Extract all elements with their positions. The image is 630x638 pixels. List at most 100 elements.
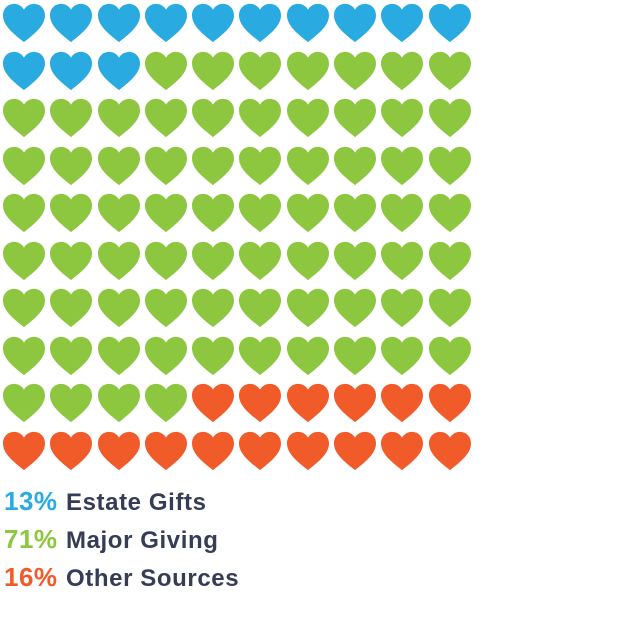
heart-icon [97,3,145,51]
heart-icon [428,336,476,384]
heart-icon [50,193,97,241]
heart-icon [286,51,334,99]
heart-icon [97,98,145,146]
heart-icon [144,3,192,51]
heart-icon [192,98,239,146]
heart-icon [381,288,428,336]
heart-icon [97,241,145,289]
heart-icon [97,193,145,241]
heart-icon [239,193,286,241]
legend-label: Estate Gifts [66,489,207,516]
heart-icon [286,193,334,241]
heart-icon [144,241,192,289]
heart-icon [286,3,334,51]
legend-label: Other Sources [66,565,240,592]
heart-icon [286,146,334,194]
heart-icon [3,336,50,384]
heart-icon [428,431,476,479]
heart-icon [50,146,97,194]
heart-icon [97,336,145,384]
heart-icon [428,3,476,51]
heart-icon [428,383,476,431]
heart-icon [334,193,381,241]
legend-percent: 71% [4,524,58,554]
heart-icon [3,3,50,51]
heart-icon [97,146,145,194]
heart-icon [286,241,334,289]
heart-icon [50,336,97,384]
heart-icon [239,336,286,384]
heart-icon [50,98,97,146]
heart-icon [192,336,239,384]
heart-icon [144,383,192,431]
heart-icon [286,98,334,146]
heart-icon [286,431,334,479]
heart-icon [192,241,239,289]
heart-icon [428,146,476,194]
heart-icon [50,241,97,289]
heart-icon [3,51,50,99]
heart-icon [381,146,428,194]
heart-icon [3,98,50,146]
heart-icon [428,98,476,146]
heart-icon [192,51,239,99]
heart-icon [334,51,381,99]
heart-icon [3,383,50,431]
heart-icon [144,51,192,99]
heart-icon [381,98,428,146]
heart-icon [428,51,476,99]
heart-icon [381,431,428,479]
heart-icon [381,383,428,431]
heart-icon [3,193,50,241]
heart-icon [239,51,286,99]
heart-icon [192,431,239,479]
legend-row-major-giving: 71% Major Giving [4,524,239,562]
heart-icon [144,431,192,479]
heart-icon [334,146,381,194]
heart-icon [428,288,476,336]
heart-icon [144,193,192,241]
legend-row-estate-gifts: 13% Estate Gifts [4,486,239,524]
heart-icon [239,3,286,51]
heart-icon [50,3,97,51]
heart-grid [3,3,477,478]
heart-icon [239,241,286,289]
heart-icon [144,98,192,146]
heart-icon [50,431,97,479]
heart-icon [334,241,381,289]
heart-icon [334,288,381,336]
heart-icon [50,383,97,431]
heart-icon [3,146,50,194]
heart-icon [97,431,145,479]
heart-icon [239,146,286,194]
heart-icon [428,193,476,241]
heart-icon [381,241,428,289]
heart-icon [286,383,334,431]
legend-percent: 13% [4,486,58,516]
heart-icon [192,3,239,51]
heart-icon [428,241,476,289]
heart-icon [144,336,192,384]
heart-icon [334,98,381,146]
legend-percent: 16% [4,562,58,592]
heart-icon [381,3,428,51]
heart-icon [50,288,97,336]
heart-icon [192,288,239,336]
heart-icon [3,431,50,479]
heart-icon [3,241,50,289]
legend-label: Major Giving [66,527,219,554]
heart-icon [192,193,239,241]
heart-icon [97,383,145,431]
heart-icon [144,146,192,194]
heart-icon [239,288,286,336]
legend-row-other-sources: 16% Other Sources [4,562,239,600]
heart-icon [239,431,286,479]
heart-icon [334,431,381,479]
heart-icon [192,383,239,431]
heart-icon [97,288,145,336]
heart-icon [3,288,50,336]
heart-icon [381,193,428,241]
heart-icon [334,3,381,51]
heart-icon [286,336,334,384]
heart-icon [50,51,97,99]
